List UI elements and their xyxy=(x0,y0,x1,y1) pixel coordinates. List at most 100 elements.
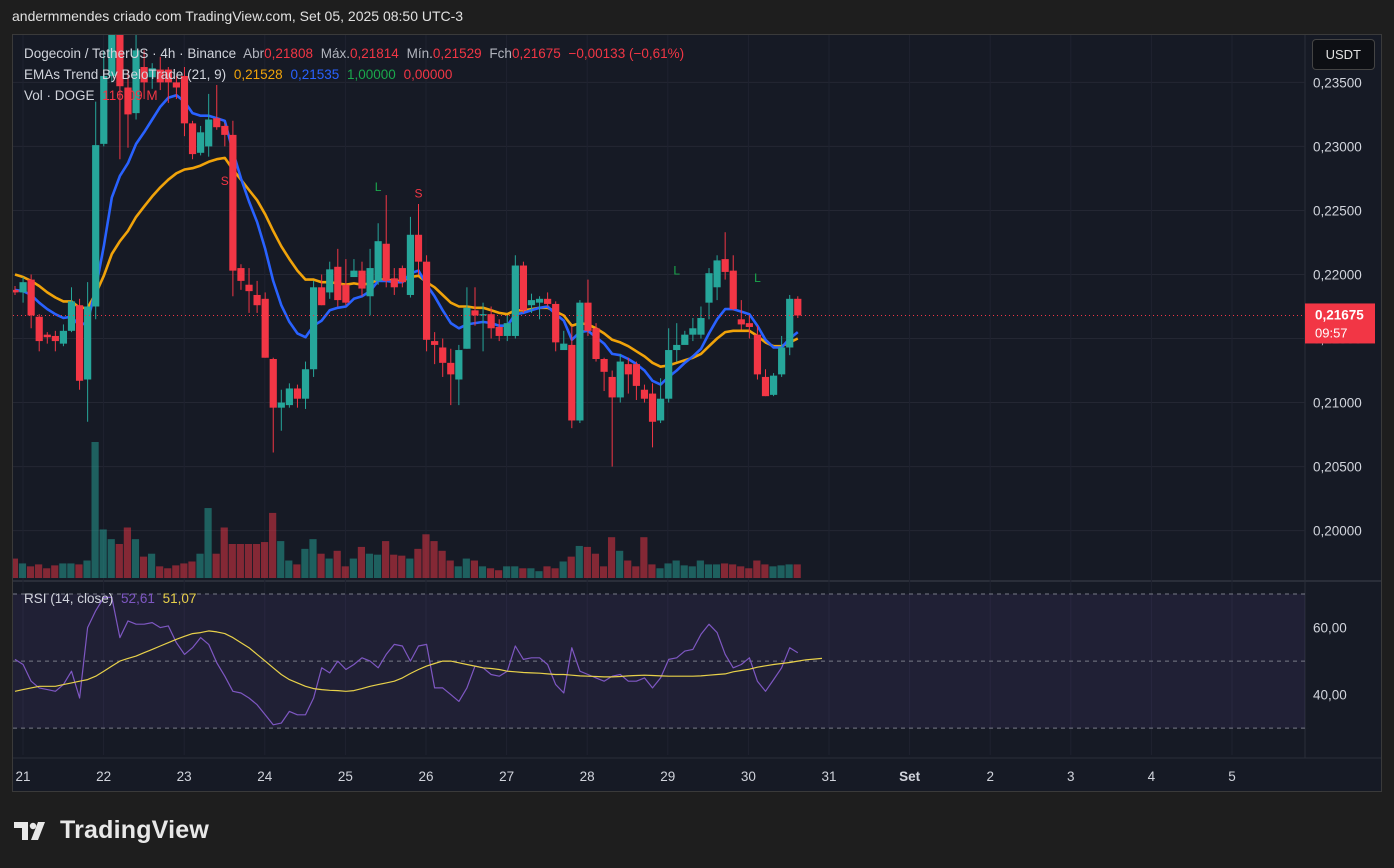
candle-body xyxy=(164,69,172,83)
legend-open-label: Abr xyxy=(243,46,265,61)
volume-bar xyxy=(43,568,51,578)
time-tick-label: 31 xyxy=(821,769,836,784)
volume-bar xyxy=(204,508,212,578)
candle-body xyxy=(519,265,528,311)
candle-body xyxy=(13,289,19,293)
legend-high-label: Máx. xyxy=(320,46,350,61)
volume-bar xyxy=(454,566,462,578)
signal-label: L xyxy=(673,263,680,277)
legend-rsi-ma: 51,07 xyxy=(162,591,197,606)
candle-body xyxy=(479,314,487,316)
volume-bar xyxy=(503,566,511,578)
volume-bar xyxy=(656,568,664,578)
candle-body xyxy=(293,388,302,399)
volume-bar xyxy=(761,564,769,578)
candle-body xyxy=(326,269,334,293)
volume-bar xyxy=(680,565,688,578)
volume-bar xyxy=(398,555,406,578)
candle-body xyxy=(92,145,100,307)
chart-canvas[interactable]: 0,235000,230000,225000,220000,215000,210… xyxy=(13,35,1381,791)
volume-bar xyxy=(406,558,414,578)
time-tick-label: 27 xyxy=(499,769,514,784)
volume-bar xyxy=(438,550,446,578)
candle-body xyxy=(245,284,253,292)
legend-vol-name[interactable]: Vol · DOGE xyxy=(24,88,95,103)
candle-body xyxy=(100,75,108,144)
volume-bar xyxy=(164,568,172,578)
candle-body xyxy=(568,344,576,421)
volume-bar xyxy=(365,553,374,578)
volume-bar xyxy=(672,560,680,578)
volume-bar xyxy=(640,537,648,578)
time-tick-label: 25 xyxy=(338,769,353,784)
volume-bar xyxy=(422,534,430,578)
currency-button[interactable]: USDT xyxy=(1311,39,1375,70)
candle-body xyxy=(769,375,778,395)
price-tick-label: 0,21000 xyxy=(1313,396,1362,411)
legend-symbol[interactable]: Dogecoin / TetherUS · 4h · Binance xyxy=(24,46,237,61)
volume-bar xyxy=(156,566,164,578)
volume-bar xyxy=(696,560,704,578)
candle-body xyxy=(786,298,794,348)
candle-body xyxy=(148,68,156,78)
legend-volume-row: Vol · DOGE 116,09 M xyxy=(24,88,162,103)
candle-body xyxy=(188,123,197,155)
candle-body xyxy=(503,323,511,336)
legend-rsi-row: RSI (14, close) 52,61 51,07 xyxy=(24,591,200,606)
volume-bar xyxy=(543,566,551,578)
candle-body xyxy=(124,87,132,115)
candle-body xyxy=(576,302,584,421)
candle-body xyxy=(511,265,519,336)
volume-bar xyxy=(793,564,801,578)
candle-body xyxy=(285,388,293,406)
candle-body xyxy=(584,302,592,331)
legend-close: 0,21675 xyxy=(511,46,561,61)
time-tick-label: 2 xyxy=(986,769,994,784)
volume-bar xyxy=(285,560,293,578)
volume-bar xyxy=(624,560,632,578)
time-tick-label: 24 xyxy=(257,769,273,784)
ema-slow-line xyxy=(14,156,799,368)
volume-bar xyxy=(559,561,567,578)
volume-bar xyxy=(67,563,75,578)
volume-bar xyxy=(269,512,277,578)
price-tick-label: 0,23000 xyxy=(1313,139,1362,154)
legend-vol: 116,09 M xyxy=(102,88,158,103)
legend-ema-name[interactable]: EMAs Trend By BeloTrade (21, 9) xyxy=(24,67,227,82)
candle-body xyxy=(59,330,68,344)
candle-body xyxy=(560,343,568,351)
time-tick-label: 22 xyxy=(96,769,111,784)
candle-body xyxy=(350,270,358,278)
volume-bar xyxy=(172,565,180,578)
candle-body xyxy=(422,261,431,340)
candle-body xyxy=(632,364,640,386)
candle-body xyxy=(689,328,697,335)
legend-rsi-value: 52,61 xyxy=(121,591,155,606)
candle-body xyxy=(253,294,261,306)
chart-container[interactable]: 0,235000,230000,225000,220000,215000,210… xyxy=(12,34,1382,792)
candle-body xyxy=(471,310,479,316)
volume-bar xyxy=(309,539,317,578)
price-tick-label: 0,22500 xyxy=(1313,203,1362,218)
candle-body xyxy=(697,318,705,335)
legend-high: 0,21814 xyxy=(350,46,399,61)
candle-body xyxy=(794,298,802,316)
legend-ema-row: EMAs Trend By BeloTrade (21, 9) 0,21528 … xyxy=(24,67,456,82)
volume-bar xyxy=(123,527,131,578)
candle-body xyxy=(463,307,471,349)
chart-title: andermmendes criado com TradingView.com,… xyxy=(12,8,464,24)
volume-bar xyxy=(769,566,777,578)
volume-bar xyxy=(59,563,67,578)
candle-body xyxy=(592,328,600,360)
volume-bar xyxy=(648,564,656,578)
volume-bar xyxy=(720,563,729,578)
volume-bar xyxy=(147,553,156,578)
volume-bar xyxy=(478,566,487,578)
signal-label: S xyxy=(221,174,229,188)
candle-body xyxy=(334,266,342,301)
candle-body xyxy=(487,314,495,329)
volume-bar xyxy=(349,558,357,578)
time-tick-label: 23 xyxy=(177,769,192,784)
legend-rsi-name[interactable]: RSI (14, close) xyxy=(24,591,114,606)
candle-body xyxy=(27,279,35,316)
